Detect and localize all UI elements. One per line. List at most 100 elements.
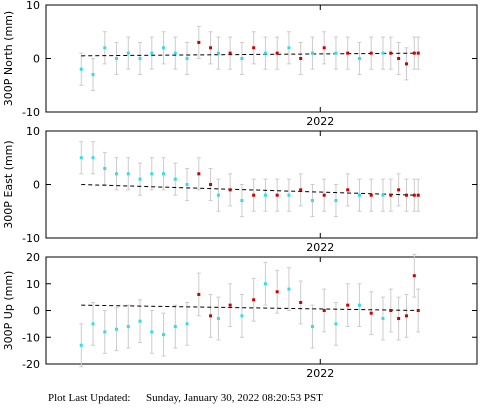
x-tick-label: 2022: [306, 367, 334, 380]
data-point: [173, 51, 177, 55]
data-point: [162, 172, 166, 176]
data-point: [252, 46, 256, 50]
data-point: [91, 322, 95, 326]
data-point: [150, 330, 154, 334]
data-point: [240, 57, 244, 60]
y-tick-label: 10: [26, 0, 40, 12]
y-tick-label: 10: [26, 125, 40, 138]
data-point: [412, 51, 416, 55]
data-point: [346, 303, 350, 307]
data-point: [138, 319, 142, 323]
y-tick-label: -10: [22, 106, 40, 119]
footer-timestamp: Sunday, January 30, 2022 08:20:53 PST: [146, 392, 323, 404]
data-point: [209, 314, 213, 318]
data-point: [79, 67, 83, 71]
data-point: [115, 327, 119, 331]
footer-label: Plot Last Updated:: [48, 392, 131, 404]
data-point: [299, 300, 303, 304]
data-point: [216, 51, 220, 55]
y-axis-label: 300P North (mm): [2, 11, 15, 106]
y-tick-label: 0: [33, 179, 40, 192]
data-point: [162, 333, 166, 337]
data-point: [228, 51, 232, 55]
x-tick-label: 2022: [306, 241, 334, 254]
data-point: [115, 57, 119, 60]
data-point: [404, 62, 408, 66]
data-point: [138, 57, 142, 60]
data-point: [126, 325, 130, 329]
data-point: [263, 51, 267, 55]
data-point: [357, 193, 361, 197]
data-point: [216, 317, 220, 321]
data-point: [91, 73, 95, 77]
data-point: [404, 193, 408, 197]
x-tick-label: 2022: [306, 115, 334, 128]
data-point: [334, 199, 338, 203]
data-point: [162, 46, 166, 50]
data-point: [287, 193, 291, 197]
plot-frame: [45, 4, 478, 113]
data-point: [346, 51, 350, 55]
data-point: [228, 188, 232, 192]
y-tick-label: 0: [33, 305, 40, 318]
data-point: [369, 193, 373, 197]
data-point: [185, 183, 189, 186]
data-point: [389, 193, 393, 197]
data-point: [381, 51, 385, 55]
data-point: [346, 188, 350, 192]
data-point: [334, 51, 338, 55]
data-point: [197, 172, 201, 176]
data-point: [369, 311, 373, 315]
data-point: [416, 51, 420, 55]
data-point: [103, 330, 107, 334]
data-point: [138, 177, 142, 181]
data-point: [416, 309, 420, 312]
y-tick-label: 10: [26, 278, 40, 291]
data-point: [240, 199, 244, 203]
y-tick-label: 0: [33, 53, 40, 66]
data-point: [150, 172, 154, 176]
data-point: [310, 199, 314, 203]
data-point: [310, 325, 314, 329]
data-point: [381, 193, 385, 197]
data-point: [263, 193, 267, 197]
plot-frame: [45, 130, 478, 239]
data-point: [197, 40, 201, 44]
data-point: [334, 322, 338, 326]
data-point: [115, 172, 119, 176]
data-point: [173, 177, 177, 181]
data-point: [103, 46, 107, 50]
data-point: [412, 193, 416, 197]
data-point: [287, 287, 291, 291]
data-point: [185, 322, 189, 326]
data-point: [322, 193, 326, 197]
data-point: [275, 51, 279, 55]
data-point: [209, 183, 213, 186]
data-point: [357, 57, 361, 60]
data-point: [252, 193, 256, 197]
data-point: [412, 274, 416, 278]
data-point: [240, 314, 244, 318]
data-point: [299, 57, 303, 60]
data-point: [381, 317, 385, 321]
data-point: [79, 156, 83, 160]
data-point: [209, 46, 213, 50]
data-point: [275, 290, 279, 294]
y-tick-label: -10: [22, 232, 40, 245]
data-point: [299, 188, 303, 192]
y-axis-label: 300P Up (mm): [2, 271, 15, 351]
data-point: [369, 51, 373, 55]
data-point: [228, 303, 232, 307]
data-point: [397, 188, 401, 192]
data-point: [185, 57, 189, 60]
data-point: [150, 51, 154, 55]
y-tick-label: -20: [22, 358, 40, 371]
model-line: [81, 52, 419, 57]
data-point: [126, 51, 130, 55]
data-point: [197, 292, 201, 296]
data-point: [216, 193, 220, 197]
model-line: [81, 304, 419, 311]
data-point: [287, 46, 291, 50]
data-point: [322, 309, 326, 312]
